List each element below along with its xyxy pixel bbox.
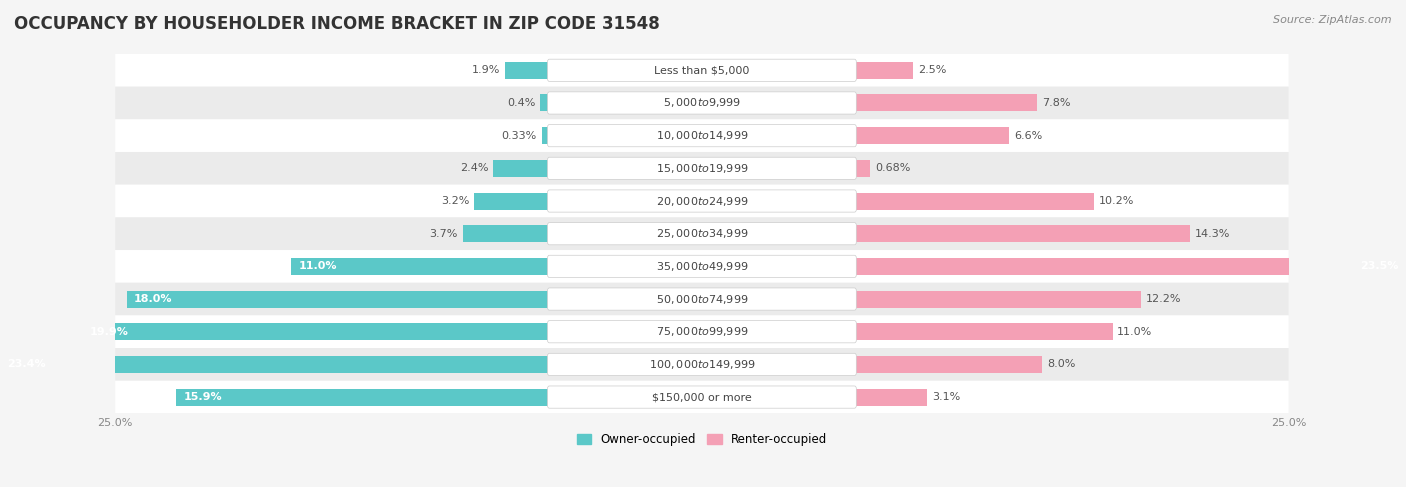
Bar [855, 192, 1094, 209]
Bar [176, 389, 550, 406]
Text: 0.4%: 0.4% [508, 98, 536, 108]
Bar [541, 127, 550, 144]
Text: 14.3%: 14.3% [1195, 229, 1230, 239]
Bar [83, 323, 550, 340]
FancyBboxPatch shape [115, 381, 1288, 413]
Text: 12.2%: 12.2% [1146, 294, 1181, 304]
Bar [855, 62, 912, 79]
Bar [855, 127, 1010, 144]
FancyBboxPatch shape [115, 316, 1288, 348]
Text: 11.0%: 11.0% [298, 262, 337, 271]
Bar [474, 192, 550, 209]
Text: $50,000 to $74,999: $50,000 to $74,999 [655, 293, 748, 305]
Text: 8.0%: 8.0% [1047, 359, 1076, 370]
Text: 2.5%: 2.5% [918, 65, 946, 75]
Text: 7.8%: 7.8% [1042, 98, 1071, 108]
FancyBboxPatch shape [547, 288, 856, 310]
Text: $100,000 to $149,999: $100,000 to $149,999 [648, 358, 755, 371]
Text: OCCUPANCY BY HOUSEHOLDER INCOME BRACKET IN ZIP CODE 31548: OCCUPANCY BY HOUSEHOLDER INCOME BRACKET … [14, 15, 659, 33]
FancyBboxPatch shape [547, 353, 856, 375]
Legend: Owner-occupied, Renter-occupied: Owner-occupied, Renter-occupied [572, 428, 832, 450]
FancyBboxPatch shape [115, 250, 1288, 283]
Bar [855, 323, 1112, 340]
FancyBboxPatch shape [115, 87, 1288, 119]
Bar [291, 258, 550, 275]
FancyBboxPatch shape [115, 54, 1288, 87]
Bar [855, 225, 1189, 242]
FancyBboxPatch shape [115, 217, 1288, 250]
Text: 3.2%: 3.2% [441, 196, 470, 206]
Bar [127, 291, 550, 308]
FancyBboxPatch shape [547, 255, 856, 278]
Bar [855, 356, 1042, 373]
Text: 23.5%: 23.5% [1361, 262, 1399, 271]
Text: 18.0%: 18.0% [134, 294, 173, 304]
Text: 3.7%: 3.7% [429, 229, 458, 239]
Text: 0.68%: 0.68% [875, 163, 911, 173]
Text: 6.6%: 6.6% [1014, 131, 1042, 141]
Text: $25,000 to $34,999: $25,000 to $34,999 [655, 227, 748, 240]
FancyBboxPatch shape [547, 190, 856, 212]
Bar [855, 389, 927, 406]
FancyBboxPatch shape [115, 119, 1288, 152]
Bar [855, 258, 1406, 275]
Text: 10.2%: 10.2% [1098, 196, 1133, 206]
Text: 19.9%: 19.9% [90, 327, 128, 337]
Text: 11.0%: 11.0% [1118, 327, 1153, 337]
FancyBboxPatch shape [547, 223, 856, 245]
FancyBboxPatch shape [547, 320, 856, 343]
Bar [505, 62, 550, 79]
FancyBboxPatch shape [547, 92, 856, 114]
Bar [463, 225, 550, 242]
Bar [855, 94, 1038, 112]
Text: $20,000 to $24,999: $20,000 to $24,999 [655, 194, 748, 207]
Text: Less than $5,000: Less than $5,000 [654, 65, 749, 75]
FancyBboxPatch shape [115, 185, 1288, 217]
Text: 1.9%: 1.9% [472, 65, 501, 75]
Text: $5,000 to $9,999: $5,000 to $9,999 [662, 96, 741, 110]
FancyBboxPatch shape [115, 283, 1288, 316]
Text: 15.9%: 15.9% [183, 392, 222, 402]
Text: $75,000 to $99,999: $75,000 to $99,999 [655, 325, 748, 338]
Text: $15,000 to $19,999: $15,000 to $19,999 [655, 162, 748, 175]
Bar [855, 291, 1140, 308]
Bar [855, 160, 870, 177]
Bar [494, 160, 550, 177]
Text: $10,000 to $14,999: $10,000 to $14,999 [655, 129, 748, 142]
Text: 3.1%: 3.1% [932, 392, 960, 402]
FancyBboxPatch shape [547, 59, 856, 81]
FancyBboxPatch shape [547, 386, 856, 408]
Text: 23.4%: 23.4% [7, 359, 46, 370]
FancyBboxPatch shape [115, 348, 1288, 381]
Bar [540, 94, 550, 112]
FancyBboxPatch shape [115, 152, 1288, 185]
FancyBboxPatch shape [547, 125, 856, 147]
Text: $35,000 to $49,999: $35,000 to $49,999 [655, 260, 748, 273]
Text: 2.4%: 2.4% [460, 163, 488, 173]
Text: $150,000 or more: $150,000 or more [652, 392, 752, 402]
Bar [0, 356, 550, 373]
Text: Source: ZipAtlas.com: Source: ZipAtlas.com [1274, 15, 1392, 25]
FancyBboxPatch shape [547, 157, 856, 179]
Text: 0.33%: 0.33% [502, 131, 537, 141]
